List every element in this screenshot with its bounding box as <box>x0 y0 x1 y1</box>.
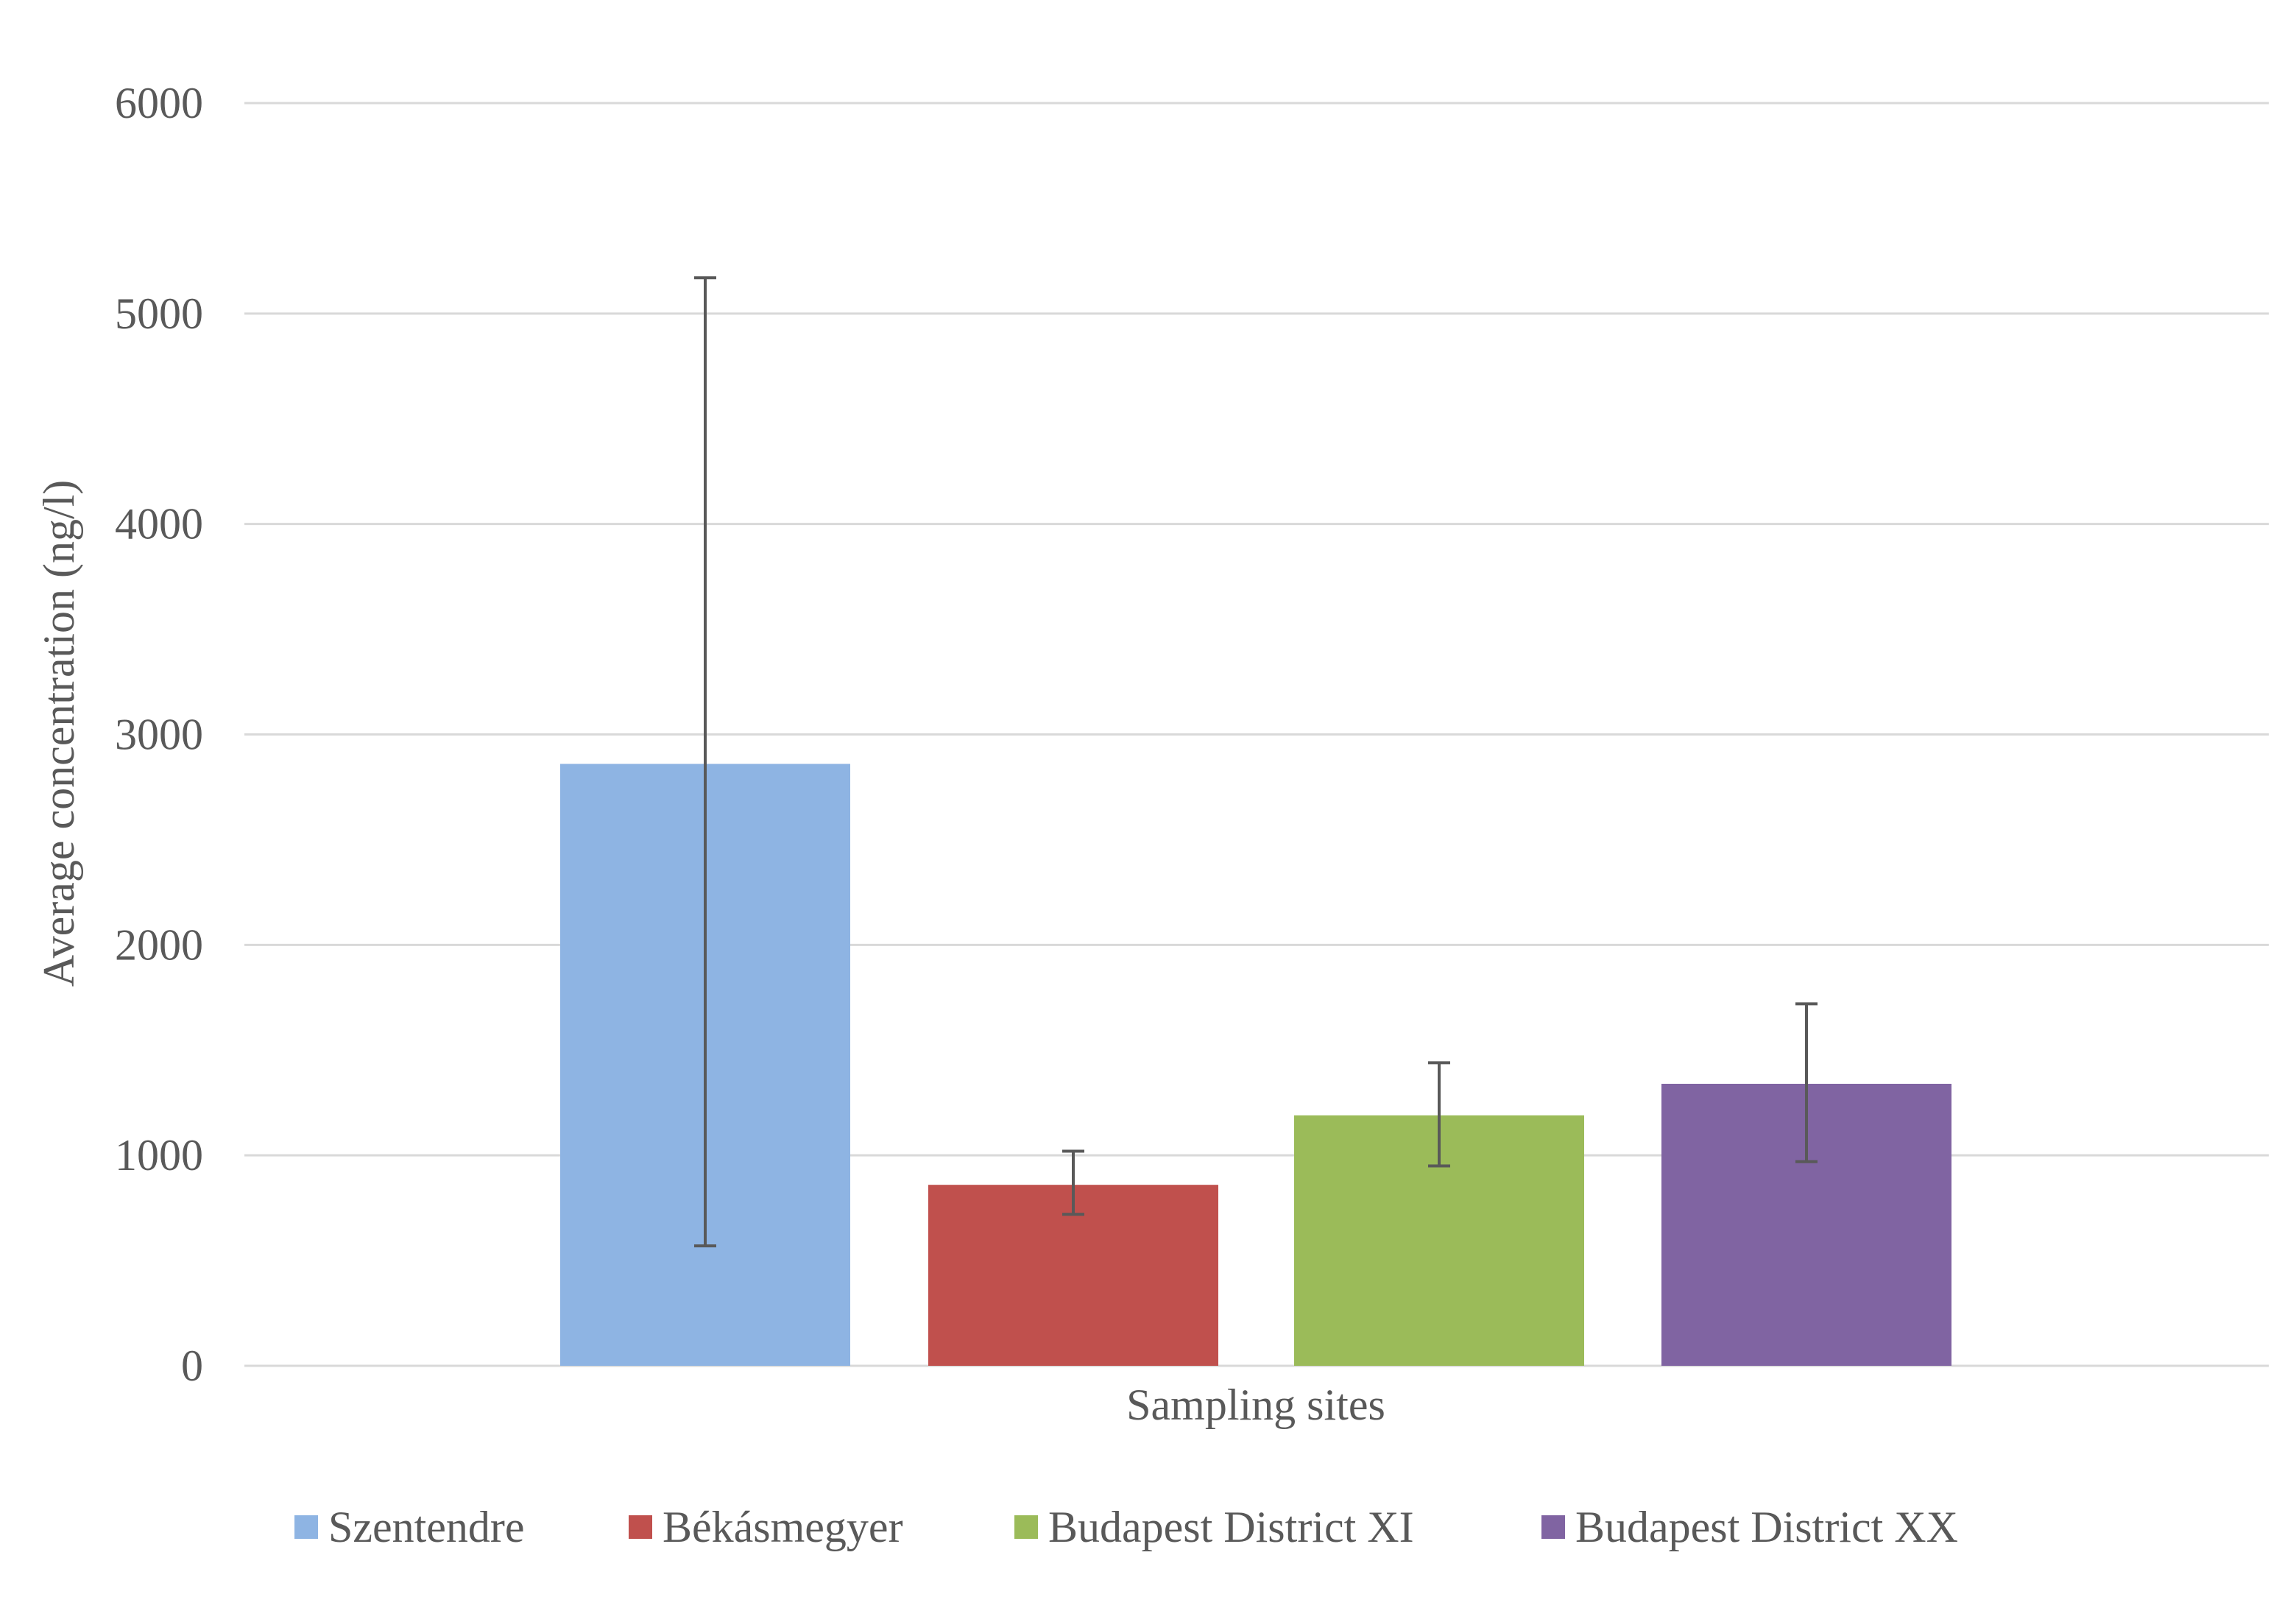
y-tick-label: 1000 <box>115 1131 203 1180</box>
y-tick-label: 5000 <box>115 289 203 338</box>
gridlines <box>244 102 2269 1367</box>
legend: Szentendre Békásmegyer Budapest District X… <box>294 1503 1958 1551</box>
legend-swatch <box>1541 1515 1565 1539</box>
legend-label: Budapest District XX <box>1575 1503 1958 1551</box>
legend-label: Budapest District XI <box>1048 1503 1414 1551</box>
bars <box>560 764 1951 1366</box>
y-axis-title: Average concentration (ng/l) <box>35 480 83 987</box>
legend-label: Szentendre <box>328 1503 525 1551</box>
legend-swatch <box>1014 1515 1038 1539</box>
y-axis-ticks: 0 1000 2000 3000 4000 5000 6000 <box>115 79 203 1390</box>
error-bars <box>694 276 1818 1248</box>
legend-swatch <box>294 1515 318 1539</box>
y-tick-label: 2000 <box>115 920 203 969</box>
y-tick-label: 4000 <box>115 500 203 549</box>
legend-swatch <box>629 1515 652 1539</box>
y-tick-label: 0 <box>181 1342 203 1390</box>
y-tick-label: 3000 <box>115 711 203 759</box>
legend-label: Békásmegyer <box>663 1503 903 1551</box>
x-axis-title: Sampling sites <box>1126 1381 1385 1429</box>
y-tick-label: 6000 <box>115 79 203 127</box>
